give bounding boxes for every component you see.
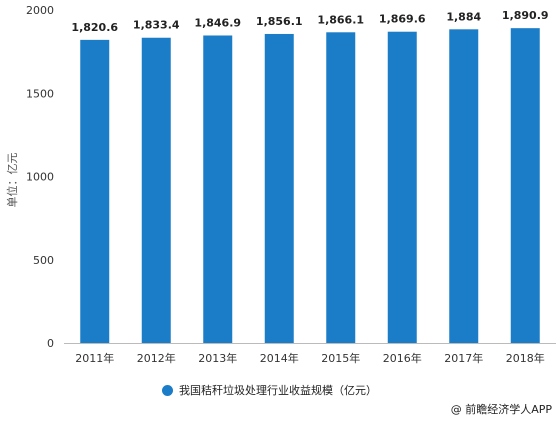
data-label: 1,869.6	[379, 13, 426, 26]
x-tick-label: 2012年	[137, 351, 176, 365]
bar	[510, 28, 540, 343]
data-label: 1,846.9	[194, 16, 241, 29]
data-label: 1,866.1	[317, 13, 364, 26]
data-label: 1,820.6	[71, 21, 118, 34]
bar	[203, 35, 233, 343]
x-tick-label: 2016年	[383, 351, 422, 365]
y-tick-label: 0	[47, 337, 54, 350]
x-tick-label: 2018年	[506, 351, 545, 365]
data-label: 1,856.1	[256, 15, 303, 28]
bar	[449, 29, 479, 344]
y-tick-label: 1500	[26, 87, 54, 100]
data-label: 1,890.9	[502, 9, 549, 22]
bar	[80, 39, 110, 344]
data-label: 1,884	[446, 10, 481, 23]
source-credit: @ 前瞻经济学人APP	[450, 403, 552, 416]
data-label: 1,833.4	[133, 19, 180, 32]
y-axis-title: 单位：亿元	[5, 153, 19, 208]
y-tick-label: 2000	[26, 4, 54, 17]
x-tick-label: 2014年	[260, 351, 299, 365]
bar	[264, 33, 294, 343]
legend: 我国秸秆垃圾处理行业收益规模（亿元）	[162, 382, 377, 398]
y-tick-label: 1000	[26, 171, 54, 184]
bar	[387, 31, 417, 343]
bar	[326, 32, 356, 344]
legend-marker	[162, 384, 173, 396]
x-tick-label: 2013年	[198, 351, 237, 365]
x-tick-label: 2011年	[75, 351, 114, 365]
x-tick-label: 2015年	[321, 351, 360, 365]
y-tick-label: 500	[33, 254, 54, 267]
legend-label: 我国秸秆垃圾处理行业收益规模（亿元）	[179, 384, 377, 397]
x-tick-label: 2017年	[444, 351, 483, 365]
bar	[141, 37, 171, 344]
